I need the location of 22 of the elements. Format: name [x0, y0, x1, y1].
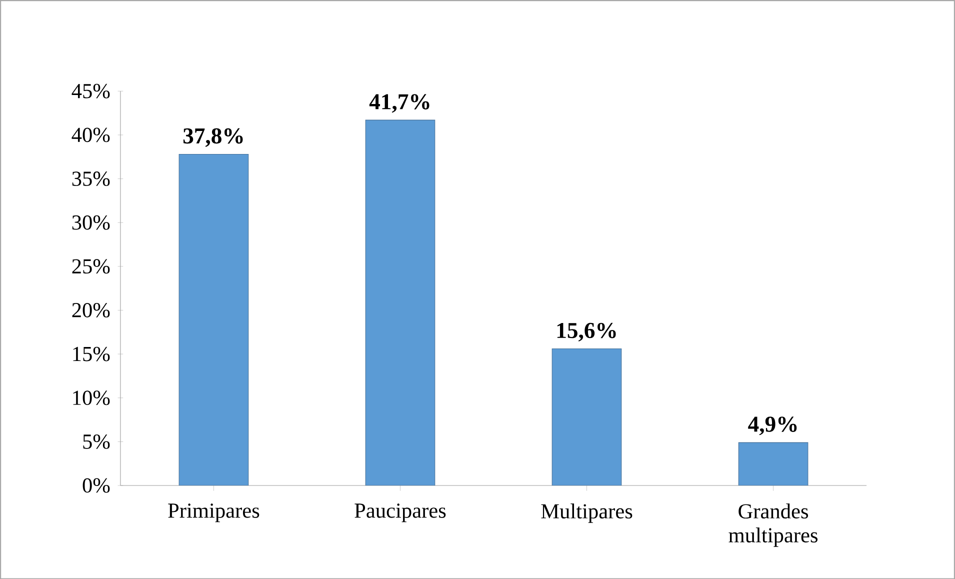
bar [552, 348, 622, 486]
bar [178, 154, 249, 486]
y-tick-label: 5% [83, 434, 110, 449]
y-tick-label: 25% [72, 259, 110, 274]
data-label: 41,7% [369, 94, 430, 113]
x-tick-label: Paucipares [354, 503, 446, 522]
bar [365, 120, 436, 486]
bar [738, 442, 808, 486]
x-tick-label: Grandes multipares [728, 503, 818, 547]
y-tick-label: 10% [73, 390, 110, 405]
y-tick-label: 0% [82, 478, 110, 493]
y-tick-label: 15% [73, 346, 110, 362]
x-tick-label: Primipares [168, 503, 260, 522]
data-label: 4,9% [748, 416, 797, 436]
y-tick-label: 30% [72, 215, 110, 230]
y-tick-label: 20% [72, 302, 110, 318]
y-tick-label: 45% [72, 84, 110, 98]
y-tick-label: 40% [72, 128, 110, 142]
data-label: 15,6% [557, 322, 616, 342]
y-tick-label: 35% [72, 171, 110, 186]
x-tick-label: Multipares [541, 503, 632, 523]
data-label: 37,8% [183, 128, 243, 147]
